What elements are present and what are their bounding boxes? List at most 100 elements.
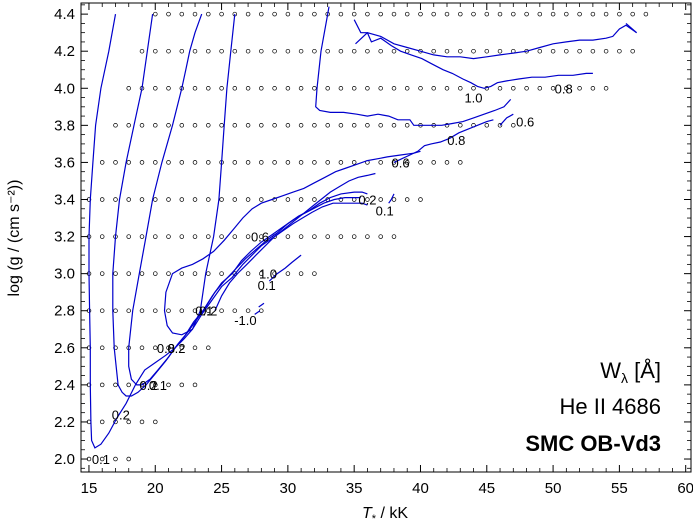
grid-point: [153, 308, 158, 313]
grid-point: [365, 48, 370, 54]
grid-point: [219, 48, 224, 54]
y-tick-label: 2.8: [54, 303, 75, 320]
contour-label: 0.2: [112, 408, 130, 423]
y-tick-label: 2.4: [54, 377, 75, 394]
grid-point: [126, 382, 131, 388]
y-tick-label: 3.6: [54, 154, 75, 171]
contour-label: 0.8: [157, 341, 175, 356]
grid-point: [590, 11, 596, 17]
grid-point: [391, 160, 397, 165]
grid-point: [179, 197, 185, 202]
y-tick-label: 2.2: [54, 414, 75, 431]
grid-point: [351, 160, 357, 165]
grid-point: [550, 86, 556, 91]
grid-point: [126, 271, 131, 276]
grid-point: [590, 48, 596, 54]
grid-point: [99, 160, 105, 165]
grid-point: [458, 86, 463, 91]
contour-line-0-6: [163, 14, 421, 336]
grid-point: [298, 48, 304, 54]
grid-point: [272, 123, 277, 128]
contour-line-0-1: [88, 13, 368, 449]
grid-point: [550, 11, 556, 17]
grid-point: [431, 86, 436, 91]
grid-point: [285, 234, 291, 239]
grid-point: [113, 197, 118, 202]
grid-point: [630, 48, 635, 54]
grid-point: [219, 123, 224, 128]
grid-point: [484, 123, 490, 128]
grid-point: [458, 11, 463, 17]
grid-point: [179, 345, 185, 351]
grid-point: [351, 11, 357, 17]
grid-point: [444, 48, 450, 54]
x-tick-label: 30: [280, 480, 297, 497]
grid-point: [245, 11, 251, 17]
grid-point: [365, 86, 370, 91]
contour-line-0-8: [214, 172, 376, 311]
grid-point: [245, 86, 251, 91]
grid-point: [351, 123, 357, 128]
contour-label: 0.2: [140, 378, 158, 393]
grid-point: [590, 86, 596, 91]
contour-label: 0.8: [447, 133, 465, 148]
grid-point: [153, 48, 158, 54]
grid-point: [153, 419, 158, 425]
x-tick-label: 50: [545, 480, 562, 497]
grid-point: [113, 308, 118, 313]
grid-point: [458, 48, 463, 54]
grid-point: [285, 123, 291, 128]
grid-point: [192, 11, 198, 17]
grid-point: [298, 197, 304, 202]
grid-point: [166, 11, 171, 17]
grid-point: [378, 197, 383, 202]
grid-point: [113, 123, 118, 128]
grid-point: [126, 456, 131, 462]
grid-point: [603, 86, 609, 91]
grid-point: [99, 456, 105, 462]
grid-point: [99, 419, 105, 425]
spectral-line-label: He II 4686: [559, 394, 661, 419]
contour-label: 0.8: [555, 81, 573, 96]
grid-point: [325, 48, 330, 54]
grid-point: [298, 160, 304, 165]
grid-point: [524, 11, 529, 17]
grid-point: [206, 11, 211, 17]
grid-point: [139, 308, 145, 313]
grid-point: [325, 160, 330, 165]
contour-label: 0.2: [167, 341, 185, 356]
grid-point: [325, 123, 330, 128]
grid-point: [564, 86, 569, 91]
grid-point: [458, 160, 463, 165]
grid-point: [166, 86, 171, 91]
grid-point: [219, 308, 224, 313]
quantity-subscript: λ: [621, 370, 628, 386]
contour-line-0-6: [625, 22, 637, 34]
grid-point: [391, 11, 397, 17]
grid-point: [471, 48, 476, 54]
grid-point: [484, 11, 490, 17]
grid-point: [564, 11, 569, 17]
grid-point: [219, 197, 224, 202]
grid-point: [391, 123, 397, 128]
grid-point: [259, 160, 264, 165]
grid-point: [219, 271, 224, 276]
grid-point: [444, 160, 450, 165]
grid-point: [312, 197, 317, 202]
grid-point: [179, 48, 185, 54]
grid-point: [630, 11, 635, 17]
y-tick-label: 4.0: [54, 80, 75, 97]
grid-point: [113, 382, 118, 388]
grid-point: [179, 11, 185, 17]
grid-point: [166, 345, 171, 351]
grid-point: [484, 48, 490, 54]
grid-point: [497, 86, 503, 91]
grid-point: [444, 11, 450, 17]
y-tick-label: 3.4: [54, 191, 75, 208]
quantity-label: Wλ [Å]: [600, 358, 661, 386]
grid-point: [378, 48, 383, 54]
grid-point: [99, 271, 105, 276]
grid-point: [391, 197, 397, 202]
grid-point: [365, 11, 370, 17]
x-axis-symbol: T: [362, 505, 373, 522]
